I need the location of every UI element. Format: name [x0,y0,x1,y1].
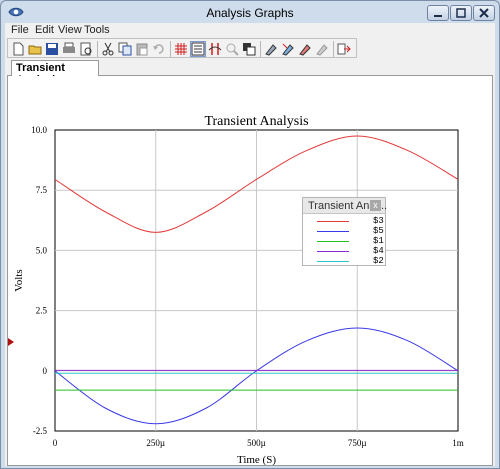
cursors-button[interactable] [207,41,223,57]
x-tick-label: 750µ [348,438,367,448]
legend-item[interactable]: $4 [303,246,385,256]
legend-swatch [317,231,349,232]
minimize-icon [434,15,442,17]
undo-button[interactable] [151,41,167,57]
overlay-button[interactable] [241,41,257,57]
new-button[interactable] [10,41,26,57]
legend-swatch [317,261,349,262]
legend-swatch [317,241,349,242]
x-axis-label: Time (S) [237,454,276,466]
grid-icon [175,43,187,55]
legend-item[interactable]: $3 [303,216,385,226]
legend-label: $2 [373,256,384,266]
legend-list: $3 $5 $1 $4 $2 [303,214,385,266]
legend-label: $4 [373,246,384,256]
zoom-icon [226,43,239,56]
y-tick-label: 0 [43,366,48,376]
transient-analysis-chart[interactable]: 0 250µ 500µ 750µ 1m 10.0 7.5 5.0 2.5 0 -2.5 Transie… [8,76,494,466]
close-button[interactable] [473,5,495,21]
copy-button[interactable] [117,41,133,57]
y-tick-label: -2.5 [33,426,48,436]
style-icon [299,44,311,56]
x-tick-label: 0 [53,438,58,448]
new-icon [13,42,24,56]
y-axis-label: Volts [13,269,25,291]
print-button[interactable] [61,41,77,57]
x-tick-label: 500µ [247,438,266,448]
graph-pane[interactable]: 0 250µ 500µ 750µ 1m 10.0 7.5 5.0 2.5 0 -2.5 Transie… [7,76,493,466]
print-preview-button[interactable] [78,41,94,57]
tab-transient-analysis[interactable]: Transient Analysis [11,60,99,86]
select-icon [265,44,277,56]
copy-icon [118,42,132,56]
pencil-button[interactable] [280,41,296,57]
undo-icon [153,44,164,54]
app-icon [8,7,24,17]
edit-icon [316,44,328,56]
menu-edit[interactable]: Edit [35,24,54,36]
toolbar [7,38,357,58]
cut-button[interactable] [100,41,116,57]
legend-label: $5 [373,226,384,236]
minimize-button[interactable] [427,5,449,21]
chart-title: Transient Analysis [204,114,308,129]
edit-button[interactable] [314,41,330,57]
style-button[interactable] [297,41,313,57]
grid-button[interactable] [173,41,189,57]
legend-label: $1 [373,236,384,246]
open-button[interactable] [27,41,43,57]
close-icon [479,8,489,18]
legend-close-icon[interactable]: x [370,200,381,211]
legend-swatch [317,221,349,222]
y-tick-label: 7.5 [36,185,48,195]
paste-icon [136,43,148,56]
y-tick-label: 5.0 [36,245,48,255]
legend-header[interactable]: Transient Anal... x [303,198,388,214]
tab-strip: Transient Analysis [7,60,493,86]
y-tick-label: 10.0 [31,125,47,135]
menu-tools[interactable]: Tools [84,24,110,36]
export-button[interactable] [336,41,352,57]
window-title: Analysis Graphs [206,6,294,20]
legend-label: $3 [373,216,384,226]
cursors-icon [208,43,222,55]
legend-button[interactable] [190,41,206,57]
export-icon [337,43,351,55]
cut-icon [102,42,114,56]
series-line-s3 [54,135,459,233]
menu-view[interactable]: View [58,24,82,36]
restore-icon [456,8,466,18]
zoom-button[interactable] [224,41,240,57]
save-icon [46,43,58,55]
print-preview-icon [80,42,92,56]
open-icon [28,45,42,55]
legend-icon [191,42,205,56]
cursor-marker-icon[interactable] [8,338,14,346]
paste-button[interactable] [134,41,150,57]
save-button[interactable] [44,41,60,57]
client-area: File Edit View Tools [5,23,495,466]
y-tick-label: 2.5 [36,306,48,316]
select-button[interactable] [263,41,279,57]
legend-panel[interactable]: Transient Anal... x $3 $5 $1 $4 $2 [302,197,388,266]
pencil-icon [282,43,294,56]
legend-item[interactable]: $5 [303,226,385,236]
legend-title: Transient Anal... [308,200,388,212]
legend-swatch [317,251,349,252]
menu-bar: File Edit View Tools [5,23,495,37]
overlay-icon [243,43,256,56]
x-tick-label: 1m [452,438,464,448]
title-bar[interactable]: Analysis Graphs [1,1,499,23]
maximize-button[interactable] [450,5,472,21]
print-icon [63,42,75,53]
legend-item[interactable]: $1 [303,236,385,246]
x-tick-label: 250µ [146,438,165,448]
menu-file[interactable]: File [11,24,29,36]
legend-item[interactable]: $2 [303,256,385,266]
